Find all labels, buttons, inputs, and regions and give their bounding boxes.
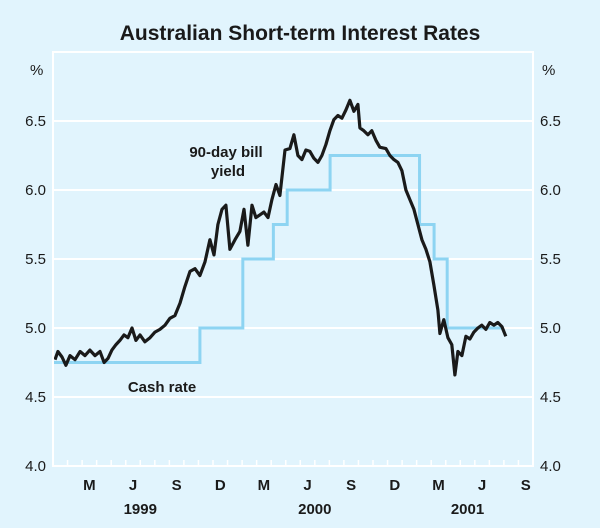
x-month-label: M	[83, 477, 96, 494]
y-tick-label-right: 5.5	[540, 251, 561, 268]
y-tick-label-left: 4.5	[25, 389, 46, 406]
x-month-label: J	[129, 477, 137, 494]
y-tick-label-right: 5.0	[540, 320, 561, 337]
y-tick-label-left: 6.5	[25, 113, 46, 130]
y-tick-label-left: 4.0	[25, 458, 46, 475]
y-tick-label-left: 5.5	[25, 251, 46, 268]
y-tick-label-right: 4.0	[540, 458, 561, 475]
x-year-label: 1999	[124, 501, 157, 518]
bill-yield-line	[53, 98, 508, 377]
x-month-label: M	[432, 477, 445, 494]
annotation-bill-yield-line1: 90-day bill	[189, 144, 262, 161]
y-axis-unit-left: %	[30, 62, 43, 79]
x-month-label: S	[346, 477, 356, 494]
annotation-cash-rate: Cash rate	[128, 379, 196, 396]
x-month-label: M	[258, 477, 271, 494]
y-tick-label-right: 6.0	[540, 182, 561, 199]
y-tick-label-left: 5.0	[25, 320, 46, 337]
x-month-label: J	[478, 477, 486, 494]
x-month-label: S	[521, 477, 531, 494]
x-month-label: S	[172, 477, 182, 494]
x-month-label: D	[215, 477, 226, 494]
y-tick-label-right: 4.5	[540, 389, 561, 406]
annotation-bill-yield-line2: yield	[211, 163, 245, 180]
chart-title: Australian Short-term Interest Rates	[120, 22, 481, 45]
cash-rate-line	[53, 154, 504, 364]
y-tick-label-left: 6.0	[25, 182, 46, 199]
x-month-label: J	[303, 477, 311, 494]
y-axis-unit-right: %	[542, 62, 555, 79]
x-year-label: 2000	[298, 501, 331, 518]
x-year-label: 2001	[451, 501, 484, 518]
x-month-label: D	[389, 477, 400, 494]
plot-frame	[52, 51, 534, 467]
y-tick-label-right: 6.5	[540, 113, 561, 130]
